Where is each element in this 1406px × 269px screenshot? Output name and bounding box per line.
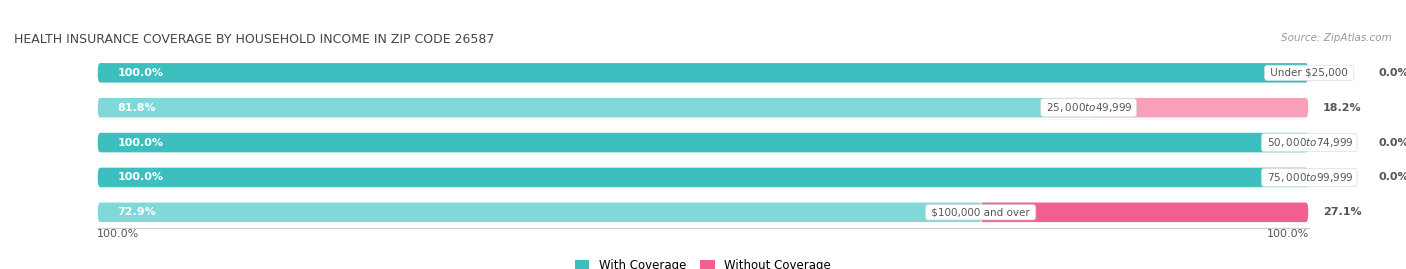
Text: 27.1%: 27.1% [1323, 207, 1361, 217]
FancyBboxPatch shape [97, 132, 1309, 153]
FancyBboxPatch shape [98, 98, 1308, 119]
Text: 0.0%: 0.0% [1378, 68, 1406, 78]
Text: HEALTH INSURANCE COVERAGE BY HOUSEHOLD INCOME IN ZIP CODE 26587: HEALTH INSURANCE COVERAGE BY HOUSEHOLD I… [14, 33, 495, 46]
Text: 0.0%: 0.0% [1378, 137, 1406, 148]
FancyBboxPatch shape [97, 62, 1309, 84]
FancyBboxPatch shape [97, 97, 1088, 119]
FancyBboxPatch shape [98, 63, 1308, 85]
Text: 81.8%: 81.8% [118, 103, 156, 113]
Text: $100,000 and over: $100,000 and over [928, 207, 1033, 217]
FancyBboxPatch shape [97, 132, 1309, 153]
Text: 100.0%: 100.0% [118, 68, 163, 78]
FancyBboxPatch shape [1088, 97, 1309, 119]
FancyBboxPatch shape [97, 201, 1309, 223]
Legend: With Coverage, Without Coverage: With Coverage, Without Coverage [575, 259, 831, 269]
Text: 18.2%: 18.2% [1323, 103, 1361, 113]
Text: 100.0%: 100.0% [1267, 229, 1309, 239]
Text: Source: ZipAtlas.com: Source: ZipAtlas.com [1281, 33, 1392, 43]
Text: $25,000 to $49,999: $25,000 to $49,999 [1043, 101, 1133, 114]
Text: 0.0%: 0.0% [1378, 172, 1406, 182]
FancyBboxPatch shape [97, 167, 1309, 188]
FancyBboxPatch shape [97, 62, 1309, 84]
FancyBboxPatch shape [98, 168, 1308, 189]
Text: $75,000 to $99,999: $75,000 to $99,999 [1264, 171, 1354, 184]
FancyBboxPatch shape [98, 133, 1308, 154]
Text: Under $25,000: Under $25,000 [1267, 68, 1351, 78]
FancyBboxPatch shape [97, 167, 1309, 188]
Text: 100.0%: 100.0% [118, 137, 163, 148]
Text: 100.0%: 100.0% [97, 229, 139, 239]
FancyBboxPatch shape [980, 201, 1309, 223]
Text: $50,000 to $74,999: $50,000 to $74,999 [1264, 136, 1354, 149]
FancyBboxPatch shape [97, 201, 980, 223]
Text: 72.9%: 72.9% [118, 207, 156, 217]
Text: 100.0%: 100.0% [118, 172, 163, 182]
FancyBboxPatch shape [97, 97, 1309, 119]
FancyBboxPatch shape [98, 203, 1308, 224]
